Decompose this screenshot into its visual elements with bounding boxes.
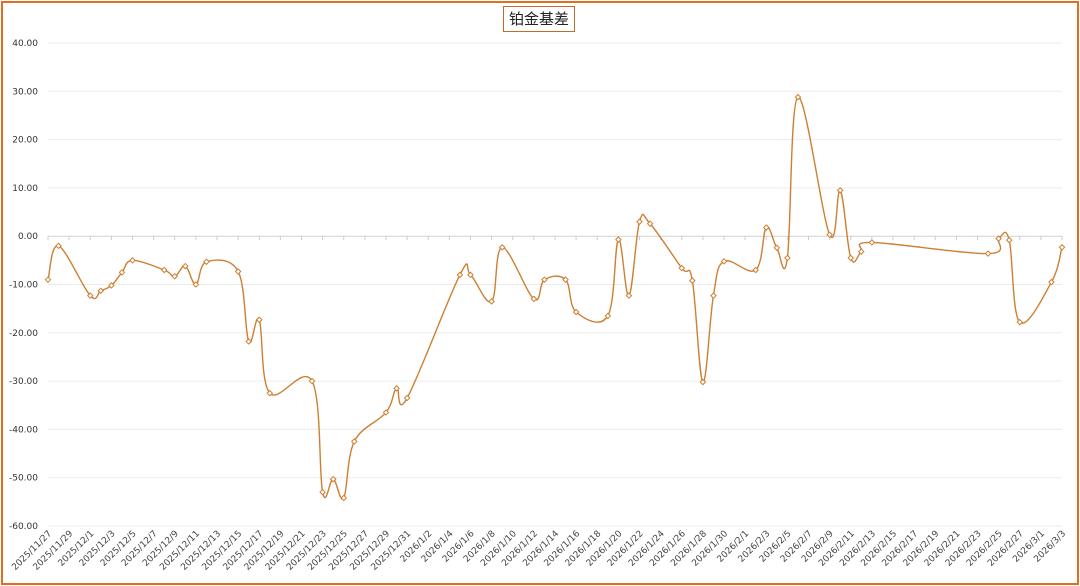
y-tick-label: -20.00: [9, 329, 38, 339]
data-point: [171, 272, 179, 280]
y-tick-label: -60.00: [9, 522, 38, 532]
data-point: [55, 242, 62, 250]
data-point: [266, 389, 274, 397]
data-point: [984, 250, 992, 257]
y-tick-label: -10.00: [9, 281, 38, 291]
data-point: [182, 262, 189, 270]
data-point: [351, 438, 358, 445]
data-point: [245, 338, 252, 345]
y-tick-label: -40.00: [9, 425, 38, 435]
data-point: [699, 378, 707, 386]
data-point: [108, 282, 115, 289]
data-point: [562, 276, 569, 283]
data-point: [403, 394, 411, 402]
data-point: [604, 312, 612, 320]
data-point: [784, 254, 791, 262]
data-point: [467, 271, 474, 279]
data-point: [329, 475, 337, 483]
y-tick-label: -50.00: [9, 474, 38, 484]
data-point: [1058, 244, 1066, 251]
data-point: [498, 244, 506, 251]
data-point: [203, 258, 210, 266]
data-point: [160, 266, 168, 274]
data-point: [868, 239, 876, 246]
y-tick-label: 0.00: [18, 232, 38, 242]
data-point: [86, 292, 94, 299]
data-point: [393, 385, 400, 392]
series-line: [47, 96, 1063, 500]
data-point: [44, 276, 52, 283]
data-point: [1005, 236, 1013, 244]
y-tick-label: -30.00: [9, 377, 38, 387]
data-point: [1048, 278, 1055, 286]
data-point: [636, 218, 643, 226]
data-point: [646, 220, 654, 227]
data-point: [625, 292, 633, 299]
data-point: [118, 269, 126, 276]
y-tick-label: 40.00: [12, 39, 38, 49]
data-point: [382, 409, 390, 416]
data-point: [129, 257, 136, 264]
data-point: [710, 292, 717, 299]
data-point: [541, 276, 548, 283]
data-point: [530, 295, 538, 303]
data-point: [752, 266, 759, 274]
data-point: [456, 271, 464, 279]
data-point: [773, 244, 781, 252]
data-point: [1016, 318, 1024, 326]
data-point: [720, 258, 728, 265]
data-point: [192, 281, 200, 288]
data-point: [847, 254, 855, 262]
data-point: [97, 287, 105, 295]
data-point: [488, 298, 495, 305]
data-point: [762, 224, 770, 231]
data-point: [858, 248, 865, 255]
y-tick-label: 30.00: [12, 87, 38, 97]
data-point: [826, 231, 833, 239]
data-point: [615, 236, 622, 243]
chart-title: 铂金基差: [503, 6, 576, 32]
data-point: [308, 377, 316, 385]
data-point: [678, 264, 686, 272]
y-tick-label: 10.00: [12, 184, 38, 194]
data-point: [689, 277, 696, 284]
data-point: [794, 93, 802, 101]
y-tick-label: 20.00: [12, 136, 38, 146]
data-point: [255, 316, 263, 324]
data-point: [319, 488, 326, 496]
data-point: [572, 308, 580, 316]
data-point: [234, 268, 242, 275]
data-point: [995, 235, 1002, 242]
data-point: [340, 494, 348, 502]
data-point: [836, 187, 844, 194]
